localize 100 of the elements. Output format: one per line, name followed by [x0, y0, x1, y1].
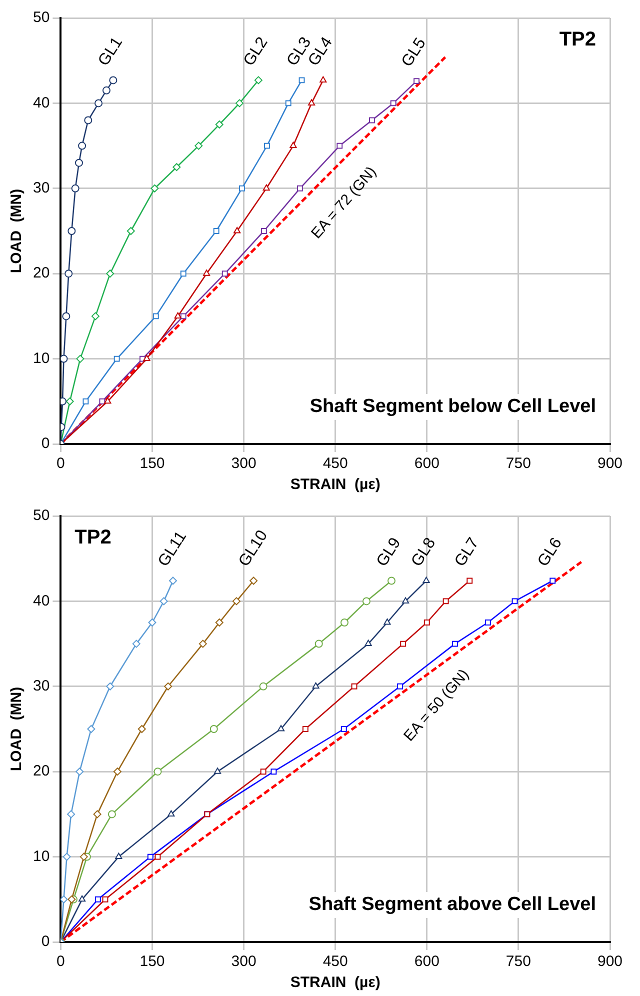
point — [384, 618, 391, 625]
point — [180, 270, 186, 277]
point — [340, 618, 348, 626]
y-axis-title: LOAD (MN) — [8, 686, 26, 772]
point — [115, 852, 122, 860]
point — [147, 854, 154, 860]
point — [154, 768, 162, 776]
point — [340, 726, 347, 732]
point — [132, 640, 140, 648]
text: GL1 — [95, 34, 126, 70]
point — [550, 578, 556, 584]
point — [67, 810, 76, 818]
point — [260, 768, 266, 775]
x-tick-label: 900 — [597, 455, 623, 472]
point — [222, 270, 228, 277]
point — [414, 78, 420, 84]
point — [336, 142, 343, 149]
point — [148, 618, 156, 626]
text: TP2 — [74, 526, 112, 549]
text: GL9 — [374, 534, 404, 570]
point — [210, 725, 218, 733]
point — [312, 682, 320, 689]
point — [234, 227, 241, 234]
point — [314, 640, 323, 648]
point — [296, 185, 303, 192]
point — [64, 270, 73, 278]
point — [102, 896, 108, 902]
point — [364, 640, 372, 646]
point — [114, 356, 120, 362]
x-tick-label: 600 — [414, 455, 440, 472]
point — [215, 120, 224, 128]
point — [194, 142, 203, 150]
point — [203, 270, 210, 276]
point — [397, 683, 404, 690]
point — [60, 354, 68, 363]
y-tick-label: 20 — [32, 264, 50, 282]
point — [320, 76, 327, 82]
point — [168, 576, 177, 585]
point — [254, 76, 262, 84]
point — [94, 99, 103, 108]
point — [442, 598, 449, 604]
point — [106, 682, 114, 690]
point — [270, 768, 277, 775]
x-tick-label: 600 — [414, 953, 440, 970]
point — [512, 598, 518, 604]
point — [390, 100, 396, 106]
point — [368, 117, 375, 124]
point — [277, 725, 285, 732]
x-axis-title: STRAIN (µε) — [290, 476, 380, 494]
x-tick-label: 0 — [56, 953, 65, 970]
x-tick-label: 300 — [231, 953, 256, 970]
point — [91, 312, 100, 320]
point — [262, 184, 270, 191]
point — [78, 142, 86, 150]
point — [138, 725, 146, 733]
point — [164, 682, 172, 690]
point — [152, 313, 159, 320]
point — [298, 77, 305, 84]
y-tick-label: 30 — [32, 180, 50, 197]
point — [78, 895, 86, 902]
point — [154, 854, 161, 860]
text: TP2 — [559, 28, 596, 51]
y-tick-label: 40 — [32, 592, 50, 610]
point — [302, 726, 308, 732]
point — [76, 768, 84, 776]
point — [290, 142, 297, 148]
point — [99, 398, 106, 404]
point — [150, 184, 159, 192]
point — [198, 640, 207, 648]
x-tick-label: 750 — [506, 953, 531, 970]
point — [71, 184, 80, 192]
y-tick-label: 20 — [32, 762, 50, 780]
y-tick-label: 0 — [41, 933, 50, 950]
point — [308, 99, 316, 106]
point — [260, 228, 267, 234]
point — [66, 397, 74, 406]
y-axis-title: LOAD (MN) — [8, 188, 26, 274]
point — [104, 397, 112, 404]
point — [160, 597, 168, 606]
x-tick-label: 450 — [322, 455, 348, 472]
y-tick-label: 50 — [32, 507, 50, 524]
point — [80, 852, 88, 861]
point — [109, 76, 118, 84]
point — [143, 354, 150, 362]
y-tick-label: 0 — [41, 435, 50, 452]
text: Shaft Segment below Cell Level — [310, 396, 596, 418]
point — [285, 100, 292, 106]
point — [213, 228, 220, 234]
y-tick-label: 40 — [32, 94, 50, 112]
point — [126, 227, 135, 235]
point — [62, 312, 70, 320]
point — [387, 576, 396, 585]
point — [264, 142, 270, 149]
point — [87, 725, 96, 733]
point — [168, 810, 175, 816]
y-tick-label: 50 — [32, 9, 50, 26]
point — [452, 640, 458, 647]
point — [68, 227, 76, 235]
point — [84, 116, 92, 124]
point — [259, 682, 268, 690]
